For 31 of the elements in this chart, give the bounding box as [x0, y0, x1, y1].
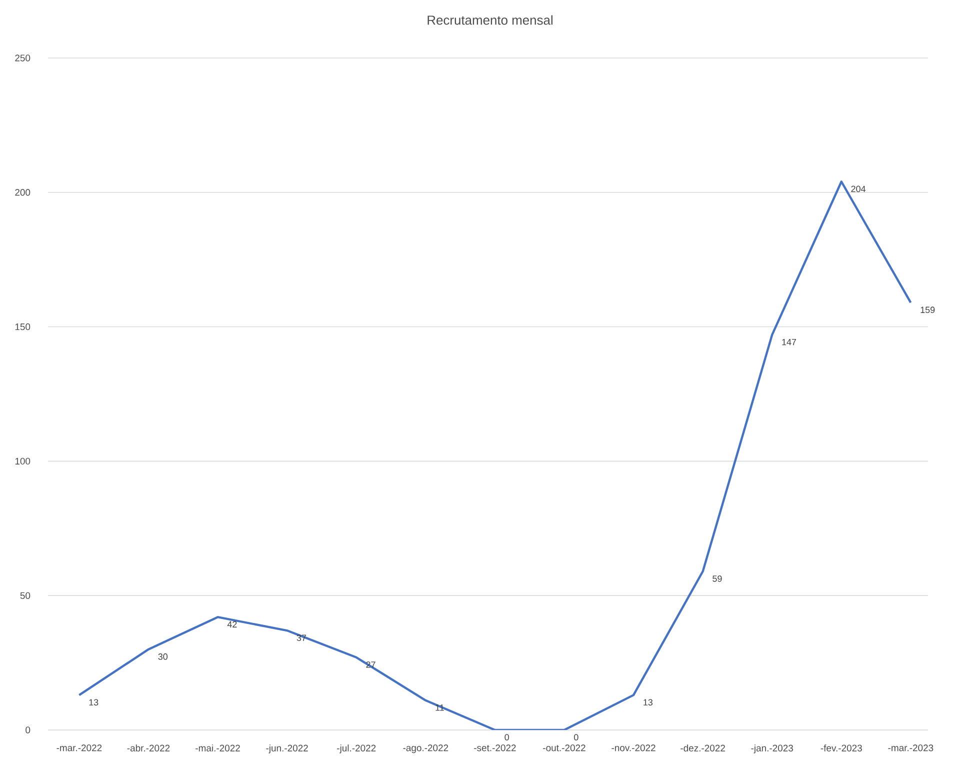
x-tick-label: -jan.-2023 [751, 744, 793, 754]
data-label: 30 [158, 653, 168, 660]
x-tick-label: -mar.-2023 [888, 744, 934, 752]
x-tick-label: -mar.-2022 [56, 744, 102, 752]
data-label: 13 [89, 699, 98, 706]
x-tick-label: -ago.-2022 [403, 744, 448, 754]
data-label: 59 [712, 575, 722, 582]
y-tick-label: 50 [20, 592, 30, 599]
x-tick-label: -jul.-2022 [337, 744, 376, 754]
data-label: 159 [920, 306, 935, 314]
x-tick-label: -nov.-2022 [612, 744, 656, 752]
line-series [78, 180, 912, 730]
chart-title: Recrutamento mensal [428, 15, 552, 25]
y-tick-label: 150 [15, 323, 30, 330]
data-label: 0 [504, 734, 509, 740]
y-tick-label: 250 [15, 54, 30, 62]
x-tick-label: -jun.-2022 [266, 744, 308, 754]
x-tick-label: -abr.-2022 [127, 744, 170, 752]
x-tick-label: -out.-2022 [543, 744, 586, 752]
y-tick-label: 200 [15, 189, 30, 196]
y-tick-label: 0 [26, 726, 30, 734]
x-tick-label: -set.-2022 [474, 744, 516, 752]
x-tick-label: -fev.-2023 [820, 744, 862, 752]
data-label: 147 [782, 338, 796, 346]
data-label: 42 [227, 621, 237, 628]
y-tick-label: 100 [15, 458, 30, 465]
x-tick-label: -mai.-2022 [196, 744, 240, 752]
data-label: 0 [574, 734, 578, 740]
x-tick-label: -dez.-2022 [680, 744, 725, 752]
data-label: 13 [644, 699, 653, 706]
data-label: 204 [851, 186, 866, 192]
